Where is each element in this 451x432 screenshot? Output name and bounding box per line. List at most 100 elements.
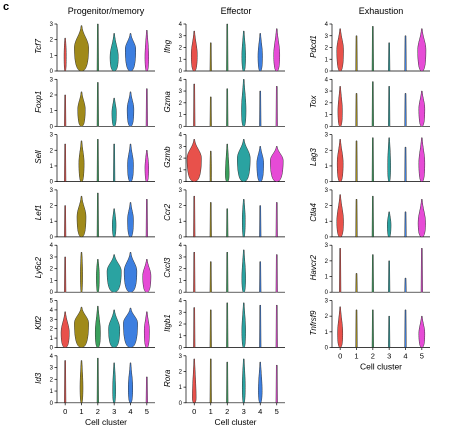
violin-Havcr2-cluster-1 [355, 273, 358, 293]
violin-Sell-cluster-0 [64, 143, 67, 182]
y-tick-label: 1 [325, 113, 329, 119]
y-tick-label: 0 [325, 235, 329, 241]
y-tick-label: 0 [179, 69, 183, 75]
violin-Lef1-cluster-2 [96, 192, 99, 238]
y-tick-label: 3 [179, 310, 183, 316]
column-title: Effector [221, 6, 252, 16]
violin-Ccr2-cluster-5 [275, 202, 278, 238]
violin-Sell-cluster-1 [78, 140, 85, 182]
y-tick-label: 0 [179, 346, 183, 352]
y-tick-label: 0 [50, 124, 54, 130]
y-tick-label: 3 [50, 366, 54, 372]
violin-Pdcd1-cluster-2 [371, 26, 374, 72]
violin-Klf2-cluster-2 [94, 305, 101, 348]
violin-Lef1-cluster-4 [127, 202, 134, 238]
violin-Rora-cluster-3 [241, 358, 246, 404]
gene-row-Pdcd1: 0 1 2 3 4 Pdcd1 [309, 22, 430, 75]
violin-Ccr2-cluster-3 [241, 199, 246, 238]
y-tick-label: 3 [179, 89, 183, 95]
y-tick-label: 3 [325, 89, 329, 95]
violin-Itgb1-cluster-1 [209, 309, 212, 348]
violin-Gzma-cluster-5 [275, 86, 278, 127]
y-tick-label: 1 [50, 278, 54, 284]
axis-line [185, 300, 285, 348]
y-tick-label: 3 [179, 188, 183, 194]
x-tick-label: 4 [258, 407, 262, 416]
violin-Lef1-cluster-5 [145, 199, 148, 238]
x-tick-label: 5 [145, 407, 149, 416]
y-tick-label: 2 [325, 204, 329, 210]
gene-row-Itgb1: 0 1 2 3 4 Itgb1 [163, 299, 285, 352]
y-tick-label: 3 [179, 255, 183, 261]
violin-Klf2-cluster-4 [123, 307, 138, 348]
axis-line [56, 189, 155, 238]
y-tick-label: 3 [325, 188, 329, 194]
violin-Ccr2-cluster-1 [209, 202, 212, 238]
violin-Gzmb-cluster-4 [256, 146, 264, 182]
y-tick-label: 2 [50, 204, 54, 210]
violin-Havcr2-cluster-3 [388, 260, 391, 293]
y-tick-label: 0 [179, 290, 183, 296]
y-tick-label: 0 [325, 180, 329, 186]
gene-row-Tox: 0 1 2 3 4 Tox [309, 77, 430, 130]
y-tick-label: 3 [325, 34, 329, 40]
x-tick-label: 1 [209, 407, 213, 416]
y-tick-label: 3 [179, 354, 183, 360]
y-tick-label: 4 [325, 77, 329, 83]
chart-column-1: Effector01234Ifng01234Gzma01234Gzmb0123C… [163, 6, 285, 427]
violin-Ly6c2-cluster-4 [123, 252, 138, 293]
y-tick-label: 1 [179, 385, 183, 391]
y-tick-label: 2 [325, 259, 329, 265]
violin-Cxcl3-cluster-3 [241, 249, 246, 293]
x-tick-label: 3 [387, 352, 391, 361]
x-tick-label: 1 [79, 407, 83, 416]
y-tick-label: 0 [50, 180, 54, 186]
y-tick-label: 0 [179, 235, 183, 241]
violin-Foxp1-cluster-4 [126, 91, 135, 127]
column-title: Progenitor/memory [68, 6, 145, 16]
y-tick-label: 1 [179, 168, 183, 174]
y-tick-label: 2 [50, 267, 54, 273]
violin-Tox-cluster-3 [388, 86, 391, 127]
violin-Lag3-cluster-1 [355, 140, 358, 182]
violin-Klf2-cluster-5 [143, 311, 150, 348]
panel-letter: c [3, 1, 9, 13]
y-tick-label: 2 [325, 101, 329, 107]
y-tick-label: 2 [50, 148, 54, 154]
violin-Rora-cluster-1 [209, 358, 212, 404]
violin-Cxcl3-cluster-1 [209, 261, 212, 293]
violin-Itgb1-cluster-5 [275, 304, 278, 348]
gene-row-Sell: 0 1 2 3 Sell [34, 133, 155, 186]
violin-Ccr2-cluster-2 [226, 208, 229, 238]
gene-label: Foxp1 [34, 91, 43, 113]
y-tick-label: 0 [179, 124, 183, 130]
y-tick-label: 0 [50, 401, 54, 407]
violin-Gzmb-cluster-1 [209, 150, 212, 183]
y-tick-label: 2 [325, 148, 329, 154]
violin-Havcr2-cluster-5 [420, 248, 423, 293]
gene-row-Gzmb: 0 1 2 3 4 Gzmb [163, 133, 285, 186]
y-tick-label: 2 [50, 38, 54, 44]
violin-Klf2-cluster-0 [60, 311, 70, 348]
gene-label: Lef1 [34, 205, 43, 221]
violin-Id3-cluster-4 [127, 362, 134, 404]
violin-Id3-cluster-5 [145, 376, 148, 404]
violin-Lag3-cluster-0 [336, 139, 344, 182]
x-tick-label: 1 [354, 352, 358, 361]
violin-Foxp1-cluster-3 [111, 97, 117, 127]
violin-Itgb1-cluster-0 [193, 307, 196, 348]
y-tick-label: 1 [325, 219, 329, 225]
y-tick-label: 2 [179, 204, 183, 210]
y-tick-label: 2 [179, 156, 183, 162]
violin-Gzma-cluster-0 [193, 83, 196, 127]
y-tick-label: 0 [325, 346, 329, 352]
y-tick-label: 2 [179, 267, 183, 273]
violin-Rora-cluster-5 [275, 364, 278, 404]
y-tick-label: 3 [50, 22, 54, 28]
y-tick-label: 3 [325, 299, 329, 305]
gene-label: Klf2 [34, 316, 43, 330]
violin-Ctla4-cluster-3 [387, 211, 392, 238]
x-tick-label: 5 [275, 407, 279, 416]
violin-Ly6c2-cluster-3 [106, 254, 122, 293]
violin-Pdcd1-cluster-3 [388, 42, 391, 72]
